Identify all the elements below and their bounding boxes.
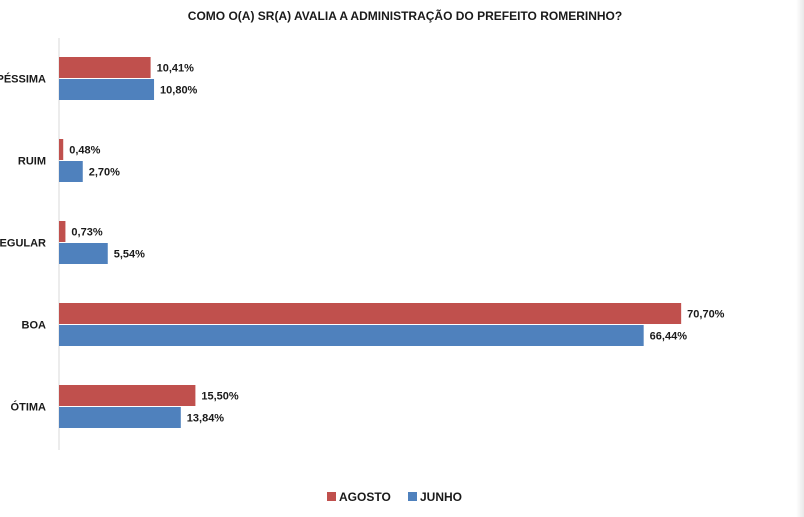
data-label: 70,70% (687, 309, 725, 321)
bar-junho (59, 79, 155, 100)
bar-agosto (59, 385, 196, 406)
data-label: 10,80% (160, 85, 198, 97)
data-label: 66,44% (650, 331, 688, 343)
bar-agosto (59, 221, 66, 242)
category-label: REGULAR (0, 238, 46, 250)
chart-title: COMO O(A) SR(A) AVALIA A ADMINISTRAÇÃO D… (188, 8, 622, 23)
data-label: 5,54% (114, 249, 145, 261)
category-label: ÓTIMA (11, 401, 46, 414)
legend: AGOSTO JUNHO (327, 490, 462, 504)
bar-junho (59, 325, 644, 346)
category-label: BOA (22, 320, 47, 332)
plot-area: PÉSSIMA 10,41% 10,80% RUIM 0,48% 2,70% REGULAR… (0, 57, 725, 428)
data-label: 13,84% (187, 413, 225, 425)
category-label: RUIM (18, 156, 46, 168)
legend-label-junho: JUNHO (420, 490, 462, 504)
bar-junho (59, 161, 83, 182)
data-label: 0,73% (71, 227, 102, 239)
legend-swatch-agosto (327, 492, 336, 501)
screenshot-edge (796, 0, 804, 517)
data-label: 10,41% (157, 63, 195, 75)
bar-agosto (59, 139, 64, 160)
legend-swatch-junho (408, 492, 417, 501)
bar-junho (59, 407, 181, 428)
bar-agosto (59, 57, 151, 78)
bar-agosto (59, 303, 682, 324)
category-label: PÉSSIMA (0, 73, 46, 86)
legend-label-agosto: AGOSTO (339, 490, 391, 504)
data-label: 0,48% (69, 145, 100, 157)
bar-junho (59, 243, 108, 264)
data-label: 2,70% (89, 167, 120, 179)
data-label: 15,50% (201, 391, 239, 403)
